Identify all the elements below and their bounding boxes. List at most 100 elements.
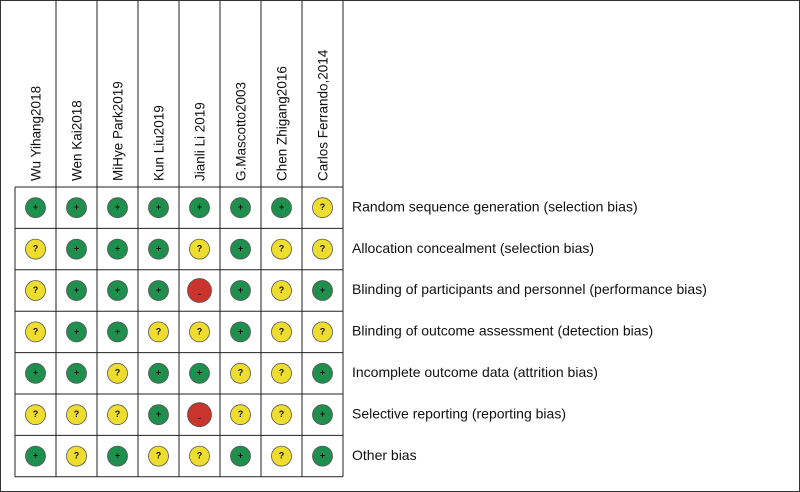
- judgment-symbol: ?: [238, 409, 244, 419]
- judgment-symbol: +: [115, 285, 120, 295]
- study-label: Wen Kai2018: [70, 100, 85, 181]
- judgment-dot: [66, 280, 87, 301]
- judgment-dot: [230, 238, 251, 260]
- grid: Wu Yihang2018 Wen Kai2018 MiHye Park2019 Ku…: [14, 1, 707, 478]
- judgment-dot: [66, 321, 87, 343]
- judgment-symbol: ?: [279, 368, 285, 378]
- domain-label: Incomplete outcome data (attrition bias): [352, 364, 598, 380]
- judgment-dot: [107, 280, 128, 301]
- judgment-dot: [25, 362, 46, 384]
- judgment-symbol: ?: [279, 243, 285, 253]
- judgment-dot: [187, 402, 212, 428]
- judgment-dot: [271, 238, 292, 260]
- judgment-symbol: +: [74, 368, 79, 378]
- judgment-symbol: +: [320, 285, 325, 295]
- judgment-dot: [148, 280, 169, 301]
- judgment-dot: [25, 238, 46, 260]
- judgment-symbol: +: [33, 368, 38, 378]
- judgment-dot: [107, 445, 128, 467]
- judgment-symbol: +: [156, 285, 161, 295]
- judgment-dot: [66, 362, 87, 384]
- domain-label: Blinding of participants and personnel (…: [352, 281, 707, 297]
- judgment-symbol: +: [156, 368, 161, 378]
- judgment-symbol: +: [320, 368, 325, 378]
- judgment-dot: [312, 404, 333, 426]
- judgment-symbol: ?: [197, 450, 203, 460]
- judgment-symbol: ?: [320, 202, 326, 212]
- judgment-symbol: ?: [197, 243, 203, 253]
- judgment-symbol: ?: [156, 326, 162, 336]
- judgment-dot: [312, 197, 333, 219]
- judgment-symbol: ?: [115, 368, 121, 378]
- judgment-symbol: +: [238, 243, 243, 253]
- judgment-symbol: ?: [238, 368, 244, 378]
- judgment-symbol: +: [197, 202, 202, 212]
- judgment-symbol: ?: [33, 409, 39, 419]
- judgment-symbol: +: [156, 243, 161, 253]
- judgment-dot: [189, 362, 210, 384]
- judgment-dot: [312, 238, 333, 260]
- judgment-symbol: +: [320, 450, 325, 460]
- judgment-symbol: +: [197, 368, 202, 378]
- judgment-dot: [25, 321, 46, 343]
- judgment-dot: [25, 404, 46, 426]
- judgment-symbol: +: [238, 450, 243, 460]
- domain-label: Random sequence generation (selection bi…: [352, 198, 638, 214]
- judgment-symbol: +: [238, 202, 243, 212]
- judgment-dot: [148, 404, 169, 426]
- judgment-dot: [230, 280, 251, 301]
- judgment-dot: [312, 321, 333, 343]
- judgment-dot: [271, 404, 292, 426]
- judgment-dot: [312, 362, 333, 384]
- judgment-symbol: ?: [33, 326, 39, 336]
- judgment-symbol: +: [238, 326, 243, 336]
- study-label: Jianli Li 2019: [193, 102, 208, 181]
- judgment-dot: [107, 321, 128, 343]
- judgment-symbol: +: [279, 202, 284, 212]
- judgment-symbol: ?: [156, 450, 162, 460]
- judgment-dot: [230, 404, 251, 426]
- judgment-dot: [230, 321, 251, 343]
- judgment-dot: [66, 238, 87, 260]
- judgment-dot: [271, 445, 292, 467]
- judgment-dot: [148, 197, 169, 219]
- judgment-dot: [107, 362, 128, 384]
- judgment-symbol: +: [74, 285, 79, 295]
- judgment-dot: [189, 238, 210, 260]
- judgment-dot: [189, 197, 210, 219]
- judgment-dot: [271, 362, 292, 384]
- judgment-symbol: ?: [33, 285, 39, 295]
- study-label: Wu Yihang2018: [29, 86, 44, 181]
- judgment-dot: [66, 404, 87, 426]
- study-label: Chen Zhigang2016: [275, 66, 290, 181]
- judgment-symbol: +: [74, 243, 79, 253]
- judgment-dot: [230, 445, 251, 467]
- judgment-symbol: +: [115, 243, 120, 253]
- study-label: Carlos Ferrando,2014: [316, 49, 331, 181]
- judgment-symbol: -: [198, 289, 201, 299]
- judgment-dot: [66, 197, 87, 219]
- judgment-dot: [271, 197, 292, 219]
- study-label: Kun Liu2019: [152, 105, 167, 181]
- study-label: MiHye Park2019: [111, 81, 126, 181]
- judgment-symbol: ?: [33, 243, 39, 253]
- judgment-symbol: +: [33, 202, 38, 212]
- judgment-symbol: ?: [279, 285, 285, 295]
- judgment-dot: [148, 445, 169, 467]
- domain-label: Blinding of outcome assessment (detectio…: [352, 323, 653, 339]
- judgment-symbol: -: [198, 413, 201, 423]
- judgment-dot: [187, 278, 212, 303]
- judgment-dot: [148, 362, 169, 384]
- judgment-dot: [25, 445, 46, 467]
- judgment-symbol: +: [74, 326, 79, 336]
- judgment-symbol: ?: [279, 409, 285, 419]
- judgment-dot: [66, 445, 87, 467]
- judgment-symbol: +: [320, 409, 325, 419]
- judgment-dot: [148, 238, 169, 260]
- judgment-dot: [25, 197, 46, 219]
- judgment-symbol: ?: [279, 450, 285, 460]
- judgment-symbol: +: [74, 202, 79, 212]
- judgment-symbol: +: [115, 450, 120, 460]
- judgment-symbol: +: [115, 202, 120, 212]
